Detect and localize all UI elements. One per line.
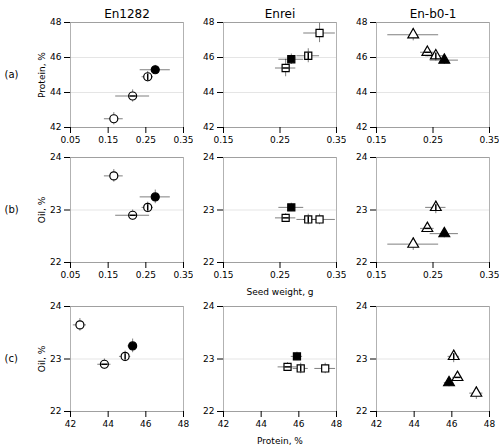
svg-text:0.15: 0.15 [98, 270, 118, 280]
svg-text:46: 46 [293, 419, 305, 429]
svg-text:44: 44 [203, 87, 215, 97]
svg-text:0.35: 0.35 [326, 270, 346, 280]
svg-text:0.25: 0.25 [423, 135, 443, 145]
svg-text:42: 42 [356, 122, 367, 132]
svg-text:22: 22 [203, 257, 214, 267]
svg-text:23: 23 [50, 205, 61, 215]
svg-text:0.25: 0.25 [136, 135, 156, 145]
svg-text:48: 48 [331, 419, 343, 429]
svg-text:24: 24 [356, 152, 368, 162]
svg-text:48: 48 [484, 419, 496, 429]
svg-text:24: 24 [203, 152, 215, 162]
svg-text:23: 23 [356, 354, 367, 364]
svg-text:24: 24 [203, 301, 215, 311]
svg-text:42: 42 [218, 419, 229, 429]
svg-text:0.15: 0.15 [366, 135, 386, 145]
svg-text:23: 23 [203, 354, 214, 364]
svg-text:22: 22 [356, 257, 367, 267]
svg-text:44: 44 [356, 87, 368, 97]
svg-text:0.35: 0.35 [479, 270, 499, 280]
svg-text:0.15: 0.15 [213, 270, 233, 280]
svg-text:48: 48 [203, 17, 215, 27]
svg-text:0.35: 0.35 [173, 135, 193, 145]
svg-text:0.35: 0.35 [326, 135, 346, 145]
svg-text:0.05: 0.05 [60, 135, 80, 145]
svg-text:42: 42 [203, 122, 214, 132]
svg-text:46: 46 [50, 52, 62, 62]
svg-text:En-b0-1: En-b0-1 [410, 7, 457, 21]
svg-text:0.15: 0.15 [98, 135, 118, 145]
svg-text:44: 44 [102, 419, 114, 429]
svg-text:22: 22 [356, 406, 367, 416]
svg-text:22: 22 [50, 406, 61, 416]
svg-text:0.35: 0.35 [173, 270, 193, 280]
svg-text:48: 48 [356, 17, 368, 27]
svg-text:22: 22 [203, 406, 214, 416]
svg-text:(a): (a) [5, 69, 19, 80]
svg-text:23: 23 [356, 205, 367, 215]
svg-text:44: 44 [50, 87, 62, 97]
svg-text:42: 42 [50, 122, 61, 132]
svg-text:Protein, %: Protein, % [257, 436, 303, 446]
svg-text:46: 46 [140, 419, 152, 429]
svg-text:42: 42 [65, 419, 76, 429]
svg-text:0.25: 0.25 [270, 135, 290, 145]
svg-text:0.15: 0.15 [366, 270, 386, 280]
svg-text:Oil, %: Oil, % [37, 196, 47, 223]
svg-text:46: 46 [446, 419, 458, 429]
svg-text:Protein, %: Protein, % [37, 52, 47, 98]
svg-text:42: 42 [371, 419, 382, 429]
svg-text:23: 23 [203, 205, 214, 215]
svg-text:46: 46 [356, 52, 368, 62]
svg-text:48: 48 [50, 17, 62, 27]
svg-text:44: 44 [408, 419, 420, 429]
svg-text:23: 23 [50, 354, 61, 364]
svg-text:0.25: 0.25 [270, 270, 290, 280]
svg-text:24: 24 [50, 301, 62, 311]
svg-text:24: 24 [356, 301, 368, 311]
svg-text:0.25: 0.25 [136, 270, 156, 280]
svg-text:44: 44 [255, 419, 267, 429]
svg-text:Seed weight, g: Seed weight, g [246, 287, 313, 297]
svg-text:(c): (c) [5, 353, 18, 364]
svg-text:Oil, %: Oil, % [37, 345, 47, 372]
svg-text:0.25: 0.25 [423, 270, 443, 280]
svg-text:24: 24 [50, 152, 62, 162]
svg-text:Enrei: Enrei [265, 7, 296, 21]
svg-text:0.15: 0.15 [213, 135, 233, 145]
svg-text:0.35: 0.35 [479, 135, 499, 145]
svg-text:En1282: En1282 [104, 7, 150, 21]
svg-text:22: 22 [50, 257, 61, 267]
svg-text:0.05: 0.05 [60, 270, 80, 280]
svg-text:48: 48 [178, 419, 190, 429]
svg-text:46: 46 [203, 52, 215, 62]
svg-text:(b): (b) [5, 204, 19, 215]
